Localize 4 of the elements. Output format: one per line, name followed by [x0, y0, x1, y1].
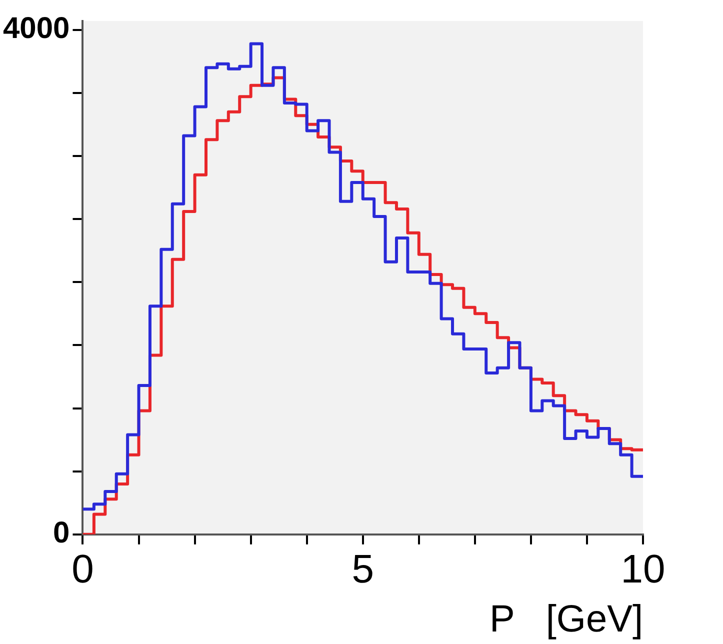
y-tick-label: 4000 [2, 12, 70, 46]
x-tick-label: 10 [620, 547, 666, 592]
x-tick-label: 5 [352, 547, 374, 592]
x-axis-title: P [GeV] [490, 598, 643, 641]
